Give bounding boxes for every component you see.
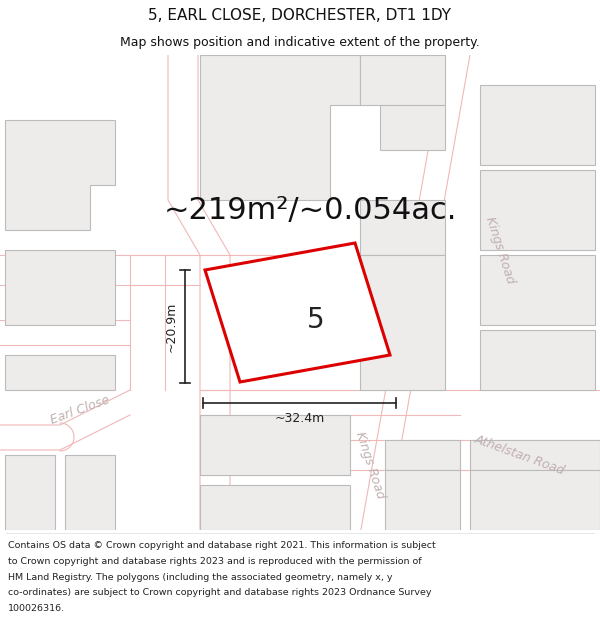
Polygon shape: [200, 485, 350, 530]
Text: HM Land Registry. The polygons (including the associated geometry, namely x, y: HM Land Registry. The polygons (includin…: [8, 572, 392, 582]
Polygon shape: [5, 250, 115, 325]
Polygon shape: [385, 470, 460, 530]
Polygon shape: [480, 170, 595, 250]
Polygon shape: [380, 105, 445, 150]
Polygon shape: [200, 55, 360, 200]
Text: co-ordinates) are subject to Crown copyright and database rights 2023 Ordnance S: co-ordinates) are subject to Crown copyr…: [8, 588, 431, 598]
Text: Athelstan Road: Athelstan Road: [473, 432, 567, 478]
Polygon shape: [5, 120, 115, 230]
Polygon shape: [470, 440, 600, 470]
Polygon shape: [480, 330, 595, 390]
Polygon shape: [360, 255, 445, 390]
Text: 5, EARL CLOSE, DORCHESTER, DT1 1DY: 5, EARL CLOSE, DORCHESTER, DT1 1DY: [149, 8, 452, 23]
Text: 100026316.: 100026316.: [8, 604, 65, 613]
Text: ~20.9m: ~20.9m: [164, 301, 178, 352]
Polygon shape: [360, 55, 445, 105]
Text: ~219m²/~0.054ac.: ~219m²/~0.054ac.: [163, 196, 457, 224]
Polygon shape: [205, 243, 390, 382]
Polygon shape: [360, 200, 445, 255]
Polygon shape: [5, 355, 115, 390]
Text: Kings Road: Kings Road: [353, 430, 387, 500]
Text: 5: 5: [307, 306, 325, 334]
Polygon shape: [480, 255, 595, 325]
Text: Earl Close: Earl Close: [49, 393, 112, 427]
Text: Kings Road: Kings Road: [483, 215, 517, 285]
Polygon shape: [480, 85, 595, 165]
Polygon shape: [385, 440, 460, 470]
Text: Map shows position and indicative extent of the property.: Map shows position and indicative extent…: [120, 36, 480, 49]
Polygon shape: [200, 415, 350, 475]
Text: to Crown copyright and database rights 2023 and is reproduced with the permissio: to Crown copyright and database rights 2…: [8, 557, 421, 566]
Text: Contains OS data © Crown copyright and database right 2021. This information is : Contains OS data © Crown copyright and d…: [8, 541, 436, 551]
Text: ~32.4m: ~32.4m: [274, 412, 325, 426]
Polygon shape: [5, 455, 55, 530]
Polygon shape: [470, 470, 600, 530]
Polygon shape: [65, 455, 115, 530]
